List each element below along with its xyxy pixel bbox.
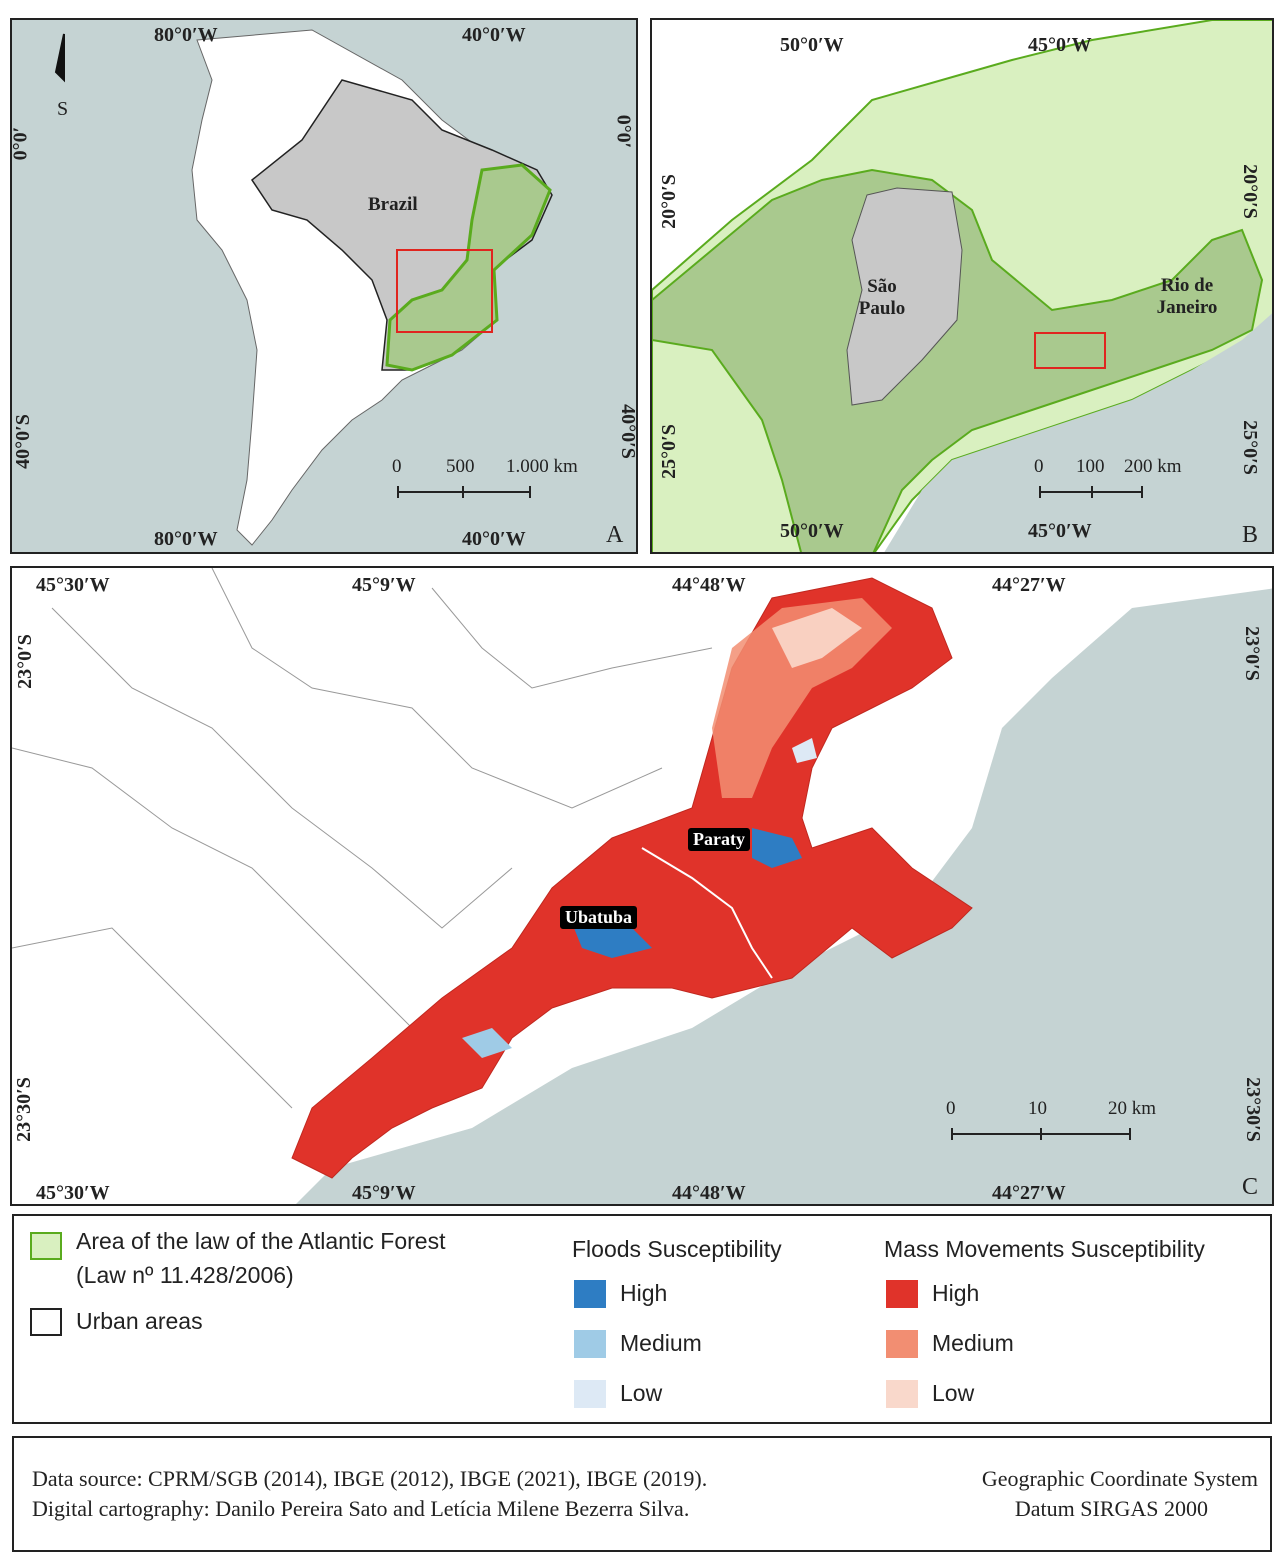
panel-b-bottom-coord-1: 50°0′W — [780, 520, 844, 542]
panel-a-scale-1000: 1.000 km — [506, 456, 578, 477]
sao-paulo-state — [846, 187, 963, 406]
panel-a-north-label: S — [57, 98, 69, 120]
municipal-boundaries — [12, 568, 713, 1109]
legend-floods-title: Floods Susceptibility — [572, 1236, 782, 1262]
legend-flood-high-swatch — [574, 1280, 606, 1308]
legend-urban-label: Urban areas — [76, 1308, 203, 1334]
source-line-1: Data source: CPRM/SGB (2014), IBGE (2012… — [32, 1466, 708, 1491]
legend-atlantic-forest-law: (Law nº 11.428/2006) — [76, 1262, 294, 1288]
panel-b-right-coord-2: 25°0′S — [1238, 420, 1261, 475]
panel-c-map-graphic — [12, 568, 1272, 1204]
panel-a-inset-box — [396, 249, 493, 333]
legend-mass-medium-label: Medium — [932, 1330, 1014, 1356]
legend-mass-medium-swatch — [886, 1330, 918, 1358]
panel-b-map-graphic — [652, 20, 1272, 552]
crs-line-2: Datum SIRGAS 2000 — [1014, 1496, 1208, 1521]
panel-b-scale-0: 0 — [1034, 456, 1044, 477]
panel-a-scale-500: 500 — [446, 456, 475, 477]
panel-b-bottom-coord-2: 45°0′W — [1028, 520, 1092, 542]
state-boundary-c — [641, 847, 773, 979]
panel-c-right-coord-2: 23°30′S — [1241, 1077, 1264, 1142]
panel-c-top-coord-4: 44°27′W — [992, 574, 1066, 596]
panel-c-bottom-coord-2: 45°9′W — [352, 1182, 416, 1204]
legend-mass-high-swatch — [886, 1280, 918, 1308]
label-rio-de-janeiro: Rio de Janeiro — [1156, 275, 1218, 318]
panel-a-south-america-map: S 80°0′W 40°0′W 80°0′W 40°0′W 0°0′ 40°0′… — [10, 18, 638, 554]
ocean-c — [296, 588, 1272, 1204]
panel-c-left-coord-1: 23°0′S — [13, 634, 36, 689]
legend-flood-medium-label: Medium — [620, 1330, 702, 1356]
panel-a-left-coord-1: 0°0′ — [10, 126, 32, 161]
legend-mass-title: Mass Movements Susceptibility — [884, 1236, 1205, 1262]
panel-b-top-coord-2: 45°0′W — [1028, 34, 1092, 56]
mass-movement-low-zone — [772, 608, 862, 668]
flood-high-zone-ubatuba — [572, 923, 652, 958]
flood-high-zone-paraty — [752, 828, 802, 868]
data-source-box: Data source: CPRM/SGB (2014), IBGE (2012… — [12, 1436, 1272, 1552]
panel-a-letter: A — [606, 522, 624, 548]
panel-c-bottom-coord-1: 45°30′W — [36, 1182, 110, 1204]
panel-c-bottom-coord-3: 44°48′W — [672, 1182, 746, 1204]
panel-c-bottom-coord-4: 44°27′W — [992, 1182, 1066, 1204]
panel-a-left-coord-2: 40°0′S — [11, 414, 34, 469]
panel-b-right-coord-1: 20°0′S — [1238, 164, 1261, 219]
legend-mass-low-label: Low — [932, 1380, 975, 1406]
legend-urban-swatch — [30, 1308, 62, 1336]
legend-flood-high-label: High — [620, 1280, 668, 1306]
map-legend: Area of the law of the Atlantic Forest (… — [12, 1214, 1272, 1424]
north-arrow-icon — [54, 33, 65, 83]
panel-b-letter: B — [1242, 522, 1259, 548]
panel-c-top-coord-2: 45°9′W — [352, 574, 416, 596]
panel-a-bottom-coord-1: 80°0′W — [154, 528, 218, 550]
panel-a-bottom-coord-2: 40°0′W — [462, 528, 526, 550]
panel-c-letter: C — [1242, 1174, 1259, 1200]
panel-b-scale-100: 100 — [1076, 456, 1105, 477]
legend-flood-medium-swatch — [574, 1330, 606, 1358]
panel-c-left-coord-2: 23°30′S — [12, 1077, 35, 1142]
ocean-b — [884, 313, 1272, 552]
label-sao-paulo: São Paulo — [858, 276, 906, 319]
label-brazil: Brazil — [368, 194, 418, 215]
panel-b-left-coord-2: 25°0′S — [657, 424, 680, 479]
panel-a-map-graphic — [12, 20, 636, 552]
panel-a-top-coord-2: 40°0′W — [462, 24, 526, 46]
panel-b-top-coord-1: 50°0′W — [780, 34, 844, 56]
panel-c-study-area-map: 45°30′W 45°9′W 44°48′W 44°27′W 45°30′W 4… — [10, 566, 1274, 1206]
legend-flood-low-swatch — [574, 1380, 606, 1408]
legend-mass-low-swatch — [886, 1380, 918, 1408]
panel-b-southeast-brazil-map: 50°0′W 45°0′W 50°0′W 45°0′W 20°0′S 25°0′… — [650, 18, 1274, 554]
source-line-2: Digital cartography: Danilo Pereira Sato… — [32, 1496, 690, 1521]
panel-a-scale-bar — [397, 486, 531, 498]
panel-b-inset-box — [1034, 332, 1106, 369]
crs-line-1: Geographic Coordinate System — [981, 1466, 1258, 1491]
panel-c-scale-10: 10 — [1028, 1098, 1047, 1119]
panel-a-right-coord-1: 0°0′ — [612, 114, 635, 149]
legend-atlantic-forest-label: Area of the law of the Atlantic Forest — [76, 1228, 446, 1254]
panel-a-right-coord-2: 40°0′S — [616, 404, 638, 459]
flood-low-zone — [792, 738, 817, 763]
sp-rj-darker-area — [652, 168, 1264, 552]
mass-movement-medium-zone — [712, 598, 892, 798]
panel-c-scale-20: 20 km — [1108, 1098, 1157, 1119]
legend-flood-low-label: Low — [620, 1380, 663, 1406]
panel-c-top-coord-3: 44°48′W — [672, 574, 746, 596]
label-paraty: Paraty — [688, 828, 750, 851]
label-ubatuba: Ubatuba — [560, 906, 638, 929]
panel-c-right-coord-1: 23°0′S — [1240, 626, 1263, 681]
legend-atlantic-forest-swatch — [30, 1232, 62, 1260]
panel-c-scale-bar — [951, 1128, 1131, 1140]
panel-c-scale-0: 0 — [946, 1098, 956, 1119]
panel-b-scale-200: 200 km — [1124, 456, 1182, 477]
panel-b-scale-bar — [1039, 486, 1143, 498]
legend-mass-high-label: High — [932, 1280, 980, 1306]
mass-movement-high-zone — [291, 577, 973, 1179]
panel-c-top-coord-1: 45°30′W — [36, 574, 110, 596]
panel-a-scale-0: 0 — [392, 456, 402, 477]
panel-b-left-coord-1: 20°0′S — [657, 174, 680, 229]
atlantic-forest-area — [385, 163, 552, 372]
panel-a-top-coord-1: 80°0′W — [154, 24, 218, 46]
flood-medium-zone — [462, 1028, 512, 1058]
